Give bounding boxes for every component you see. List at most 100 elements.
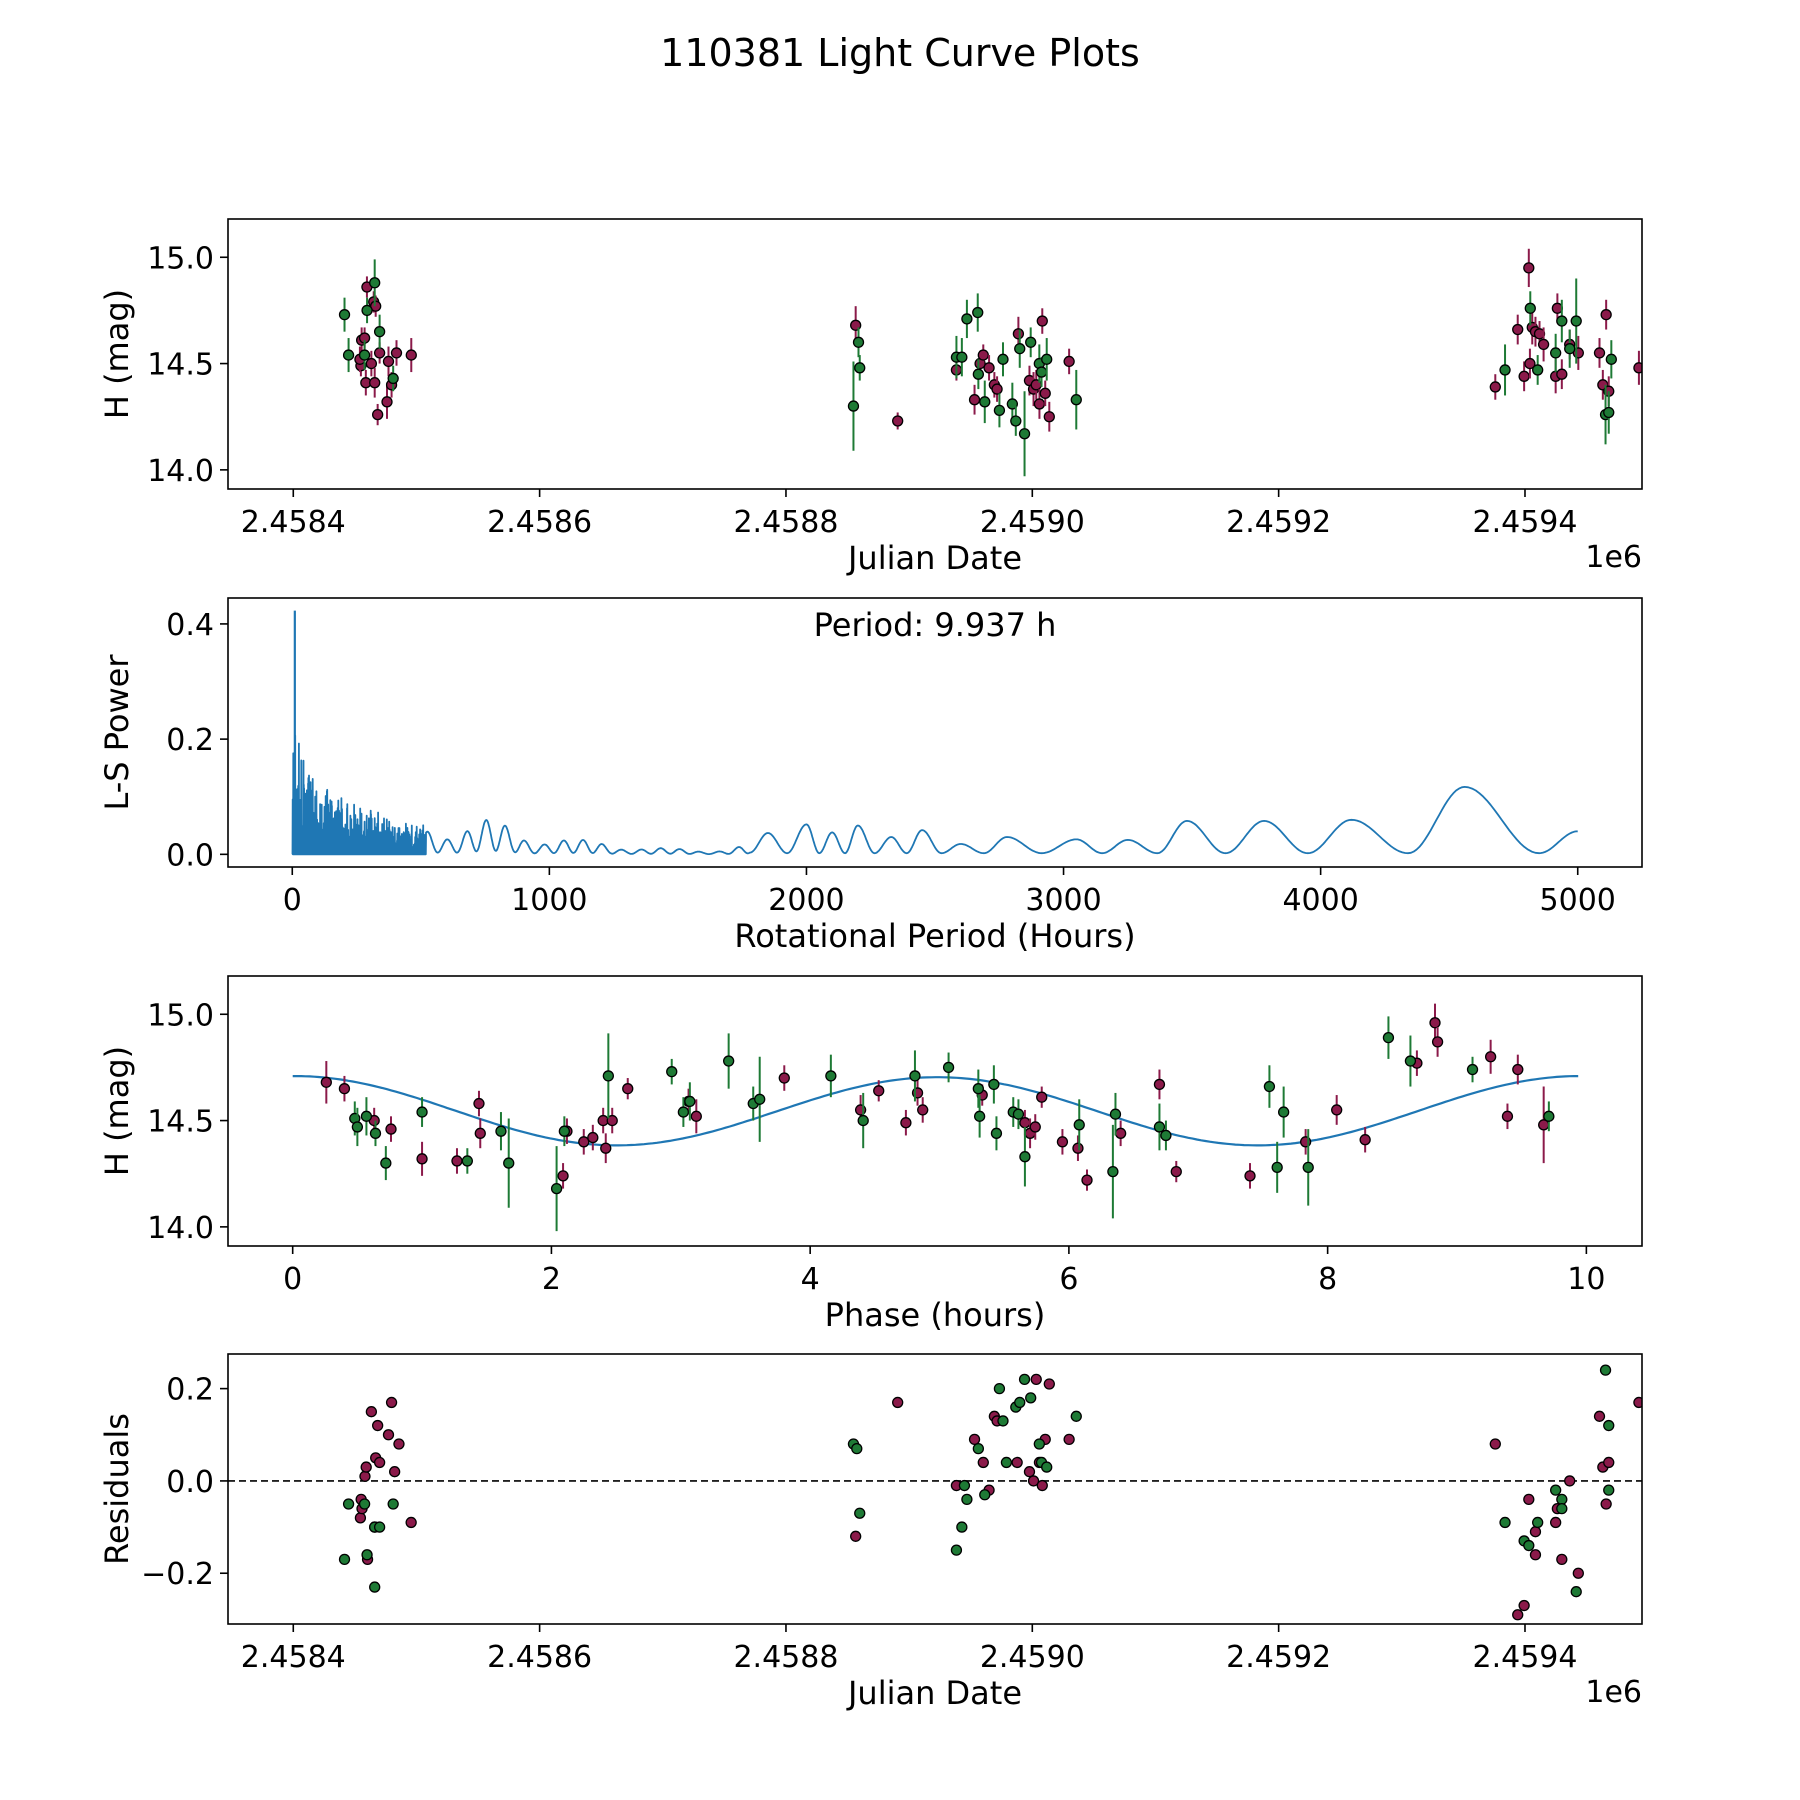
data-point [958, 1479, 971, 1492]
data-point [1019, 1151, 1031, 1163]
lc-plot-area [338, 248, 1642, 477]
data-point [602, 1070, 614, 1082]
data-point [550, 1182, 563, 1195]
x-tick-label: 2.4586 [487, 1640, 592, 1675]
data-point [1036, 1479, 1048, 1492]
x-tick-label: 4 [801, 1262, 820, 1297]
data-point [847, 400, 860, 412]
x-tick-label: 2.4586 [487, 505, 592, 540]
x-tick-label: 2000 [768, 883, 844, 918]
data-point [1030, 1373, 1042, 1386]
data-point [1489, 381, 1501, 393]
x-offset-label: 1e6 [1585, 540, 1642, 575]
series-band_b [349, 1016, 1555, 1232]
periodogram-line [291, 734, 1578, 856]
data-point [977, 349, 989, 361]
data-point [857, 1114, 869, 1127]
data-point [1012, 1108, 1025, 1120]
data-point [968, 394, 981, 406]
data-point [1572, 1567, 1584, 1579]
data-point [873, 1085, 885, 1097]
data-point [354, 1512, 367, 1524]
data-point [666, 1066, 678, 1078]
data-point [956, 351, 968, 363]
x-tick-label: 2.4594 [1472, 505, 1577, 540]
data-point [372, 1419, 384, 1432]
x-offset-label: 1e6 [1585, 1675, 1642, 1710]
data-point [1633, 1396, 1642, 1409]
data-point [1570, 1586, 1582, 1598]
axes-frame [227, 218, 1643, 490]
resid-plot-area [228, 1364, 1642, 1621]
data-point [359, 1470, 371, 1482]
data-point [1550, 1484, 1562, 1496]
data-point [1550, 347, 1562, 359]
y-tick-label: 15.0 [147, 998, 214, 1033]
data-point [382, 1429, 395, 1441]
data-point [1072, 1142, 1084, 1154]
data-point [825, 1070, 837, 1082]
data-point [1600, 1498, 1612, 1510]
data-point [1564, 1475, 1576, 1487]
x-tick-label: 2.4592 [1226, 1640, 1331, 1675]
data-point [380, 1157, 392, 1169]
data-point [342, 1498, 355, 1510]
y-axis-label: H (mag) [98, 1046, 136, 1176]
x-tick-label: 4000 [1282, 883, 1358, 918]
x-tick-label: 2.4592 [1226, 505, 1331, 540]
data-point [1489, 1438, 1501, 1450]
data-point [900, 1117, 912, 1129]
data-point [1523, 1539, 1535, 1552]
data-point [1404, 1055, 1417, 1067]
data-point [361, 1549, 373, 1561]
data-point [1543, 1110, 1555, 1122]
data-point [495, 1125, 507, 1137]
data-point [1153, 1121, 1166, 1133]
data-point [473, 1097, 485, 1110]
data-point [358, 349, 371, 361]
data-point [1512, 323, 1524, 336]
data-point [1603, 406, 1615, 419]
data-point [1382, 1032, 1395, 1044]
y-axis-label: Residuals [98, 1413, 136, 1565]
data-point [1036, 1091, 1048, 1103]
data-point [977, 1456, 989, 1469]
data-point [1033, 398, 1046, 410]
data-point [1466, 1063, 1479, 1076]
y-tick-label: 14.0 [147, 1211, 214, 1246]
y-tick-label: 0.2 [166, 1373, 214, 1408]
data-point [684, 1095, 696, 1108]
data-point [558, 1125, 571, 1137]
data-point [1043, 411, 1055, 423]
data-point [373, 1456, 386, 1469]
data-point [1010, 415, 1022, 427]
data-point [338, 309, 351, 321]
data-point [972, 368, 985, 380]
axes-frame [227, 975, 1643, 1247]
data-point [690, 1110, 702, 1122]
data-point [852, 336, 865, 348]
data-point [1063, 1433, 1075, 1446]
data-point [1537, 338, 1550, 351]
data-point [1070, 394, 1082, 406]
data-point [1043, 1378, 1055, 1390]
x-tick-label: 6 [1059, 1262, 1078, 1297]
panel-ls: 0 1000 2000 3000 4000 5000 0.0 0.2 0.4 Rotational… [98, 597, 1643, 955]
data-point [587, 1131, 599, 1144]
data-point [1160, 1129, 1172, 1142]
data-point [677, 1106, 690, 1118]
phase-plot-area [292, 1003, 1579, 1232]
data-point [381, 396, 393, 408]
data-point [1012, 328, 1025, 340]
period-annotation: Period: 9.937 h [814, 606, 1057, 644]
x-tick-label: 2.4588 [733, 505, 838, 540]
data-point [1556, 1493, 1568, 1506]
data-point [990, 1127, 1003, 1139]
data-point [1603, 1456, 1615, 1469]
data-point [338, 1083, 351, 1095]
data-point [474, 1127, 486, 1139]
data-point [1600, 309, 1612, 321]
x-tick-label: 10 [1567, 1262, 1605, 1297]
data-point [1593, 1410, 1606, 1422]
x-axis-label: Julian Date [846, 1674, 1022, 1712]
